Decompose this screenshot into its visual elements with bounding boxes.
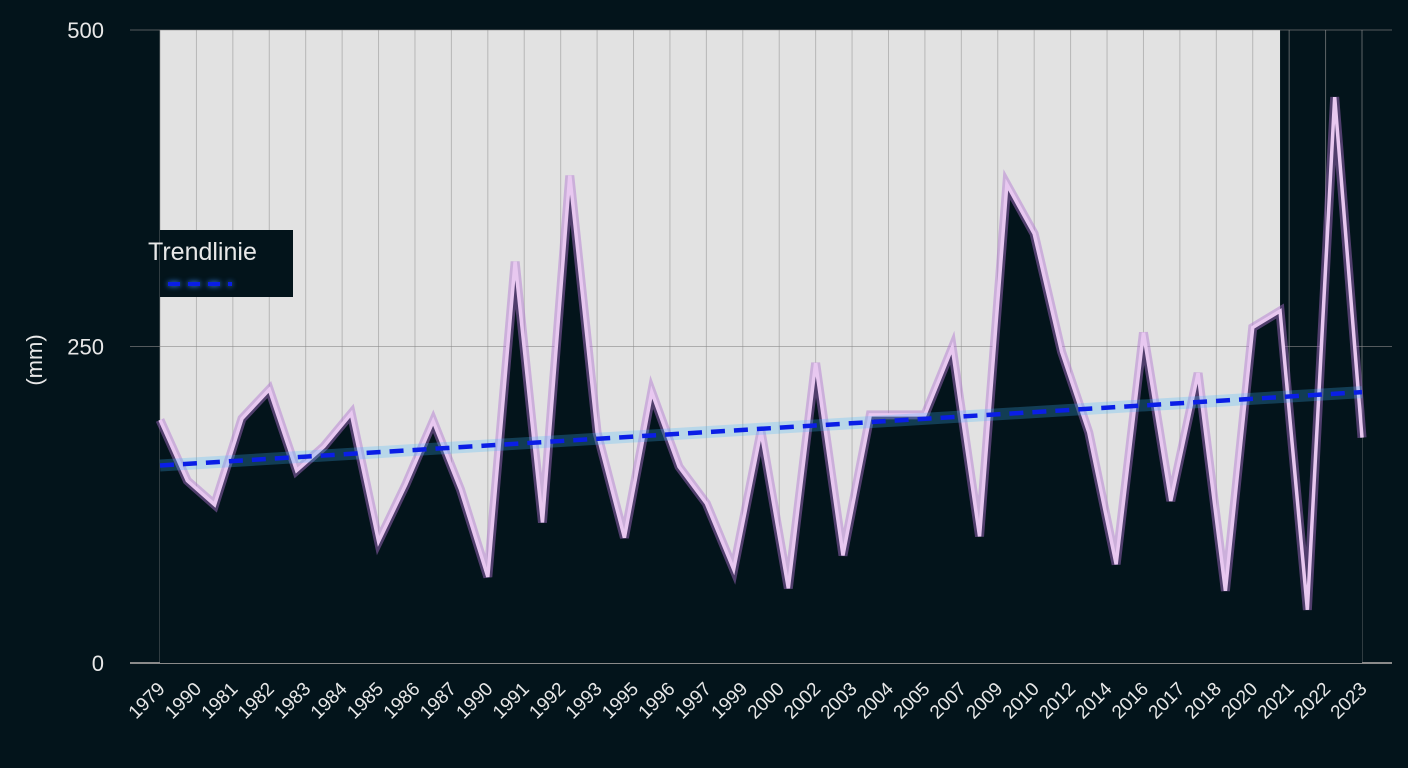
legend-label-trendline: Trendlinie xyxy=(148,238,257,266)
x-tick-label: 1987 xyxy=(416,679,461,724)
x-tick-label: 2020 xyxy=(1218,679,1263,724)
x-tick-label: 1982 xyxy=(234,679,279,724)
x-tick-label: 2022 xyxy=(1290,679,1335,724)
x-tick-label: 2017 xyxy=(1145,679,1190,724)
x-tick-label: 2021 xyxy=(1254,679,1299,724)
x-tick-label: 1995 xyxy=(598,679,643,724)
x-tick-label: 2007 xyxy=(926,679,971,724)
x-tick-label: 2005 xyxy=(890,679,935,724)
y-tick-label: 250 xyxy=(67,335,104,360)
x-tick-label: 2014 xyxy=(1072,678,1117,723)
x-tick-label: 2002 xyxy=(780,679,825,724)
x-tick-label: 2003 xyxy=(817,679,862,724)
x-tick-label: 1991 xyxy=(489,679,534,724)
x-tick-label: 2012 xyxy=(1035,679,1080,724)
y-tick-label: 500 xyxy=(67,18,104,43)
y-axis-label: (mm) xyxy=(22,334,47,385)
x-tick-label: 2009 xyxy=(963,679,1008,724)
x-tick-label: 1993 xyxy=(562,679,607,724)
x-tick-label: 1983 xyxy=(270,679,315,724)
x-tick-label: 1985 xyxy=(343,679,388,724)
x-tick-label: 1986 xyxy=(380,679,425,724)
x-tick-label: 1979 xyxy=(125,679,170,724)
trendline xyxy=(159,389,1363,468)
x-tick-label: 2000 xyxy=(744,679,789,724)
area-under-line xyxy=(160,97,1362,663)
x-tick-label: 1997 xyxy=(671,679,716,724)
x-tick-label: 1996 xyxy=(635,679,680,724)
x-tick-label: 2018 xyxy=(1181,679,1226,724)
x-tick-label: 2004 xyxy=(853,678,898,723)
x-tick-label: 2016 xyxy=(1108,679,1153,724)
x-tick-label: 1984 xyxy=(307,678,352,723)
legend: Trendlinie xyxy=(148,230,293,297)
y-tick-label: 0 xyxy=(92,651,104,676)
x-tick-label: 1990 xyxy=(161,679,206,724)
x-tick-label: 1992 xyxy=(525,679,570,724)
x-tick-label: 1999 xyxy=(708,679,753,724)
x-tick-label: 2023 xyxy=(1327,679,1372,724)
x-tick-label: 1981 xyxy=(198,679,243,724)
x-tick-label: 2010 xyxy=(999,679,1044,724)
x-tick-label: 1990 xyxy=(453,679,498,724)
